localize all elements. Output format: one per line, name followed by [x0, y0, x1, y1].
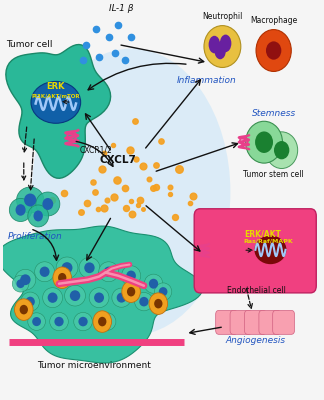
Ellipse shape: [204, 26, 241, 68]
FancyBboxPatch shape: [216, 310, 237, 334]
Ellipse shape: [43, 288, 63, 308]
Text: ERK: ERK: [47, 82, 65, 91]
FancyBboxPatch shape: [259, 310, 281, 334]
Ellipse shape: [16, 204, 26, 216]
Text: Neutrophil: Neutrophil: [202, 12, 243, 21]
Ellipse shape: [50, 312, 68, 331]
Ellipse shape: [79, 258, 100, 278]
Ellipse shape: [103, 317, 111, 326]
Ellipse shape: [246, 121, 283, 163]
Text: Tumor microenvironment: Tumor microenvironment: [37, 362, 151, 370]
Text: PI3K/AKT/mTOR: PI3K/AKT/mTOR: [31, 93, 80, 98]
Ellipse shape: [134, 292, 153, 311]
Polygon shape: [0, 226, 202, 363]
Ellipse shape: [64, 285, 86, 306]
Ellipse shape: [98, 317, 106, 326]
Ellipse shape: [35, 262, 54, 282]
Ellipse shape: [54, 317, 64, 326]
Ellipse shape: [112, 288, 131, 307]
Ellipse shape: [93, 311, 111, 332]
Ellipse shape: [122, 281, 140, 302]
Ellipse shape: [126, 270, 136, 281]
Text: Angiogenesis: Angiogenesis: [226, 336, 286, 344]
Ellipse shape: [78, 317, 88, 326]
Ellipse shape: [53, 267, 72, 288]
FancyBboxPatch shape: [245, 310, 266, 334]
Text: Macrophage: Macrophage: [250, 16, 297, 25]
Ellipse shape: [24, 194, 36, 206]
Text: Endothelial cell: Endothelial cell: [227, 286, 286, 295]
Ellipse shape: [94, 292, 104, 303]
Text: ERK/AKT: ERK/AKT: [244, 229, 281, 238]
Ellipse shape: [15, 269, 36, 290]
Ellipse shape: [70, 290, 80, 301]
Ellipse shape: [122, 266, 141, 286]
Ellipse shape: [84, 262, 95, 273]
Ellipse shape: [56, 257, 78, 278]
Ellipse shape: [20, 305, 28, 314]
Ellipse shape: [32, 317, 41, 326]
Ellipse shape: [42, 198, 53, 210]
Text: CXCR1/2: CXCR1/2: [80, 146, 113, 155]
Ellipse shape: [99, 262, 119, 282]
Ellipse shape: [256, 30, 291, 72]
Ellipse shape: [17, 187, 44, 213]
Ellipse shape: [155, 283, 172, 300]
Ellipse shape: [40, 266, 50, 277]
Ellipse shape: [220, 34, 231, 52]
Ellipse shape: [17, 279, 25, 288]
Ellipse shape: [48, 292, 58, 303]
Ellipse shape: [274, 141, 289, 159]
Ellipse shape: [26, 297, 35, 307]
Ellipse shape: [74, 312, 92, 331]
Ellipse shape: [33, 210, 43, 222]
Ellipse shape: [149, 279, 158, 289]
Ellipse shape: [266, 41, 281, 60]
Ellipse shape: [62, 262, 73, 273]
Ellipse shape: [89, 288, 109, 308]
Ellipse shape: [154, 299, 163, 308]
Ellipse shape: [144, 274, 163, 293]
Ellipse shape: [254, 236, 286, 264]
Ellipse shape: [149, 293, 168, 314]
Ellipse shape: [104, 266, 114, 277]
Polygon shape: [6, 44, 110, 178]
Text: Inflammation: Inflammation: [177, 76, 236, 85]
Ellipse shape: [28, 313, 45, 330]
Ellipse shape: [266, 132, 298, 168]
Ellipse shape: [139, 297, 149, 306]
FancyBboxPatch shape: [273, 310, 295, 334]
FancyBboxPatch shape: [230, 310, 252, 334]
Ellipse shape: [255, 132, 273, 153]
Text: Ras/Raf/MAPK: Ras/Raf/MAPK: [244, 238, 294, 243]
Text: IL-1 β: IL-1 β: [109, 4, 134, 13]
Ellipse shape: [117, 293, 126, 303]
Ellipse shape: [9, 198, 32, 222]
Ellipse shape: [28, 205, 49, 227]
Text: Tumor cell: Tumor cell: [6, 40, 53, 49]
Text: Tumor stem cell: Tumor stem cell: [243, 170, 304, 179]
Ellipse shape: [31, 82, 81, 123]
Ellipse shape: [98, 313, 116, 330]
Ellipse shape: [12, 275, 29, 292]
Ellipse shape: [20, 274, 30, 285]
Ellipse shape: [58, 273, 66, 282]
Ellipse shape: [209, 36, 220, 53]
Text: Proliferation: Proliferation: [8, 232, 62, 241]
Text: CXCL7: CXCL7: [100, 155, 137, 165]
Ellipse shape: [159, 287, 168, 296]
Ellipse shape: [15, 299, 33, 320]
FancyBboxPatch shape: [194, 209, 316, 293]
Text: Stemness: Stemness: [251, 109, 296, 118]
Ellipse shape: [21, 292, 40, 311]
Ellipse shape: [32, 48, 230, 336]
Ellipse shape: [36, 192, 60, 216]
Ellipse shape: [214, 42, 226, 59]
Ellipse shape: [127, 287, 135, 296]
